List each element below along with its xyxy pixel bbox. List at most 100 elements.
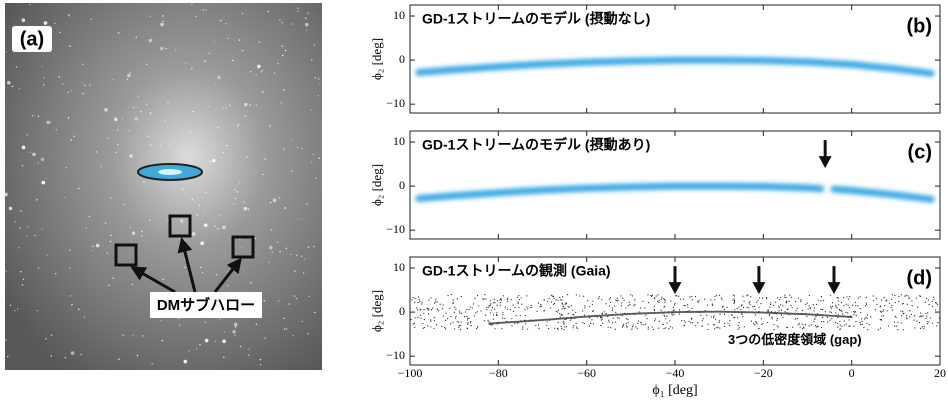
background-point — [650, 294, 652, 297]
background-point — [786, 300, 788, 302]
star — [191, 232, 196, 236]
star — [283, 148, 285, 151]
background-point — [412, 323, 414, 325]
background-point — [427, 307, 429, 309]
background-point — [714, 295, 716, 297]
background-point — [718, 322, 720, 324]
background-point — [782, 305, 784, 307]
background-point — [665, 318, 667, 320]
background-point — [914, 327, 916, 329]
star — [69, 45, 71, 47]
star — [88, 215, 91, 218]
star — [58, 76, 60, 78]
star — [248, 348, 250, 350]
background-point — [652, 328, 655, 331]
background-point — [662, 323, 664, 325]
background-point — [553, 302, 556, 305]
background-point — [671, 313, 673, 315]
star — [149, 219, 151, 222]
star — [46, 254, 48, 256]
background-point — [670, 300, 672, 302]
background-point — [842, 297, 845, 299]
background-point — [547, 300, 549, 303]
background-point — [681, 320, 683, 322]
background-point — [488, 306, 490, 308]
background-point — [779, 299, 781, 301]
background-point — [559, 312, 561, 315]
background-point — [612, 317, 614, 319]
star — [132, 334, 134, 337]
background-point — [625, 307, 627, 309]
star — [46, 120, 50, 125]
background-point — [767, 321, 769, 324]
background-point — [776, 297, 779, 299]
background-point — [496, 315, 498, 317]
background-point — [861, 320, 863, 322]
background-point — [460, 321, 462, 323]
chart-title: GD-1ストリームのモデル (摂動あり) — [422, 137, 650, 153]
star — [100, 165, 103, 168]
background-point — [741, 312, 743, 315]
background-point — [897, 329, 899, 331]
background-point — [729, 320, 731, 322]
background-point — [788, 300, 790, 302]
background-point — [804, 324, 807, 326]
star — [21, 145, 26, 150]
star — [27, 226, 29, 228]
background-point — [674, 302, 676, 305]
background-point — [414, 301, 416, 303]
background-point — [550, 301, 553, 303]
background-point — [923, 325, 925, 328]
background-point — [854, 301, 856, 303]
background-point — [602, 322, 604, 324]
background-point — [911, 300, 913, 302]
background-point — [547, 328, 550, 330]
background-point — [673, 314, 675, 316]
background-point — [560, 313, 562, 316]
background-point — [645, 323, 647, 325]
star — [32, 152, 36, 157]
background-point — [760, 303, 762, 305]
star — [140, 110, 142, 113]
star — [116, 129, 119, 131]
star — [288, 303, 290, 305]
background-point — [666, 315, 668, 317]
background-point — [662, 298, 664, 300]
background-point — [691, 317, 693, 319]
background-point — [838, 304, 840, 306]
background-point — [671, 314, 673, 316]
background-point — [484, 294, 486, 296]
background-point — [490, 303, 492, 305]
background-point — [592, 309, 594, 312]
star — [234, 326, 237, 328]
background-point — [576, 326, 578, 328]
star — [202, 9, 205, 11]
star — [306, 203, 308, 205]
background-point — [790, 296, 792, 298]
background-point — [691, 295, 693, 298]
background-point — [592, 310, 594, 313]
star — [204, 338, 209, 343]
star — [179, 219, 184, 223]
star — [16, 308, 19, 310]
star — [272, 198, 277, 203]
background-point — [470, 320, 472, 323]
background-point — [935, 301, 937, 304]
background-point — [737, 324, 739, 327]
background-point — [905, 294, 907, 296]
background-point — [831, 302, 834, 304]
star — [160, 22, 164, 27]
background-point — [561, 296, 564, 298]
star — [279, 250, 281, 253]
background-point — [627, 305, 629, 307]
background-point — [802, 323, 804, 325]
background-point — [582, 321, 584, 324]
star — [223, 107, 225, 109]
star — [37, 162, 40, 164]
background-point — [447, 318, 449, 320]
background-point — [876, 303, 878, 306]
background-point — [674, 304, 676, 306]
background-point — [555, 299, 557, 301]
chart-title: GD-1ストリームの観測 (Gaia) — [422, 263, 611, 279]
